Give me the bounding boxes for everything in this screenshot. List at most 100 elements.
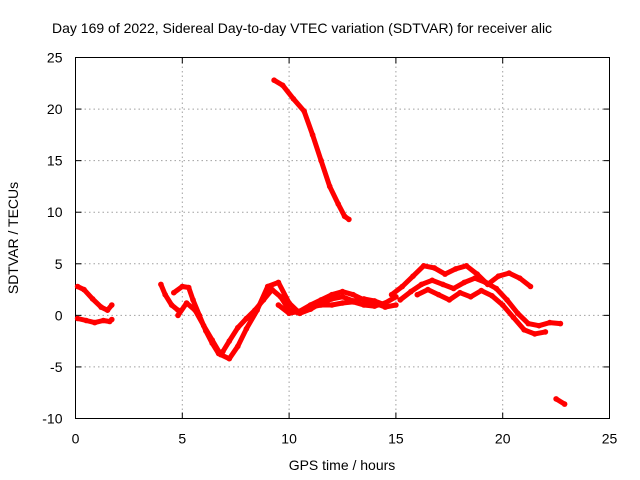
data-point xyxy=(514,310,521,317)
data-point xyxy=(561,401,568,407)
data-point xyxy=(275,302,282,308)
data-point xyxy=(431,265,438,271)
data-point xyxy=(183,300,190,306)
data-point xyxy=(506,270,512,276)
data-point xyxy=(339,294,346,300)
data-point xyxy=(329,291,335,298)
data-point xyxy=(269,286,275,293)
plot-frame xyxy=(75,57,610,419)
data-point xyxy=(109,302,115,308)
data-point xyxy=(200,322,207,329)
data-point xyxy=(209,337,215,343)
data-point xyxy=(171,289,177,296)
data-point xyxy=(275,279,282,286)
y-tick-label: -10 xyxy=(42,411,62,427)
data-point xyxy=(243,326,250,332)
data-point xyxy=(510,314,517,321)
data-point xyxy=(450,285,457,292)
data-point xyxy=(542,329,549,335)
data-point xyxy=(531,331,538,337)
data-point xyxy=(393,302,399,308)
grid xyxy=(75,57,610,419)
y-tick-label: 10 xyxy=(47,204,63,220)
data-point xyxy=(162,291,168,298)
x-axis-title: GPS time / hours xyxy=(289,457,396,473)
x-tick-label: 25 xyxy=(602,431,618,447)
data-point xyxy=(341,213,348,220)
data-series xyxy=(74,77,568,407)
data-point xyxy=(264,283,271,290)
data-point xyxy=(557,320,564,327)
data-point xyxy=(361,302,367,308)
data-point xyxy=(81,286,87,293)
data-point xyxy=(397,297,404,303)
axis-ticks: 0 5 10 15 20 25 -10 -5 0 5 10 15 20 25 xyxy=(42,50,617,447)
data-point xyxy=(420,263,427,269)
y-tick-label: 5 xyxy=(55,256,63,272)
y-tick-label: 25 xyxy=(47,50,63,66)
data-point xyxy=(158,281,164,288)
x-tick-label: 15 xyxy=(388,431,404,447)
data-point xyxy=(414,291,421,298)
y-tick-label: -5 xyxy=(50,359,63,375)
data-point xyxy=(399,283,406,290)
x-tick-label: 0 xyxy=(72,431,80,447)
data-point xyxy=(346,216,352,223)
data-point xyxy=(452,266,459,272)
data-point xyxy=(286,300,292,306)
data-point xyxy=(429,277,436,284)
data-point xyxy=(83,317,89,324)
data-point xyxy=(104,307,111,314)
data-point xyxy=(536,322,542,329)
data-point xyxy=(478,287,485,294)
data-point xyxy=(235,324,241,331)
data-point xyxy=(179,283,186,290)
data-point xyxy=(286,310,292,317)
data-point xyxy=(329,302,335,308)
data-point xyxy=(226,355,233,362)
data-point xyxy=(89,296,96,302)
y-tick-label: 0 xyxy=(55,307,63,323)
data-point xyxy=(326,183,333,190)
data-point xyxy=(446,297,453,303)
data-point xyxy=(175,312,181,319)
data-point xyxy=(235,343,241,350)
data-point xyxy=(461,279,468,286)
data-point xyxy=(442,271,448,277)
data-point xyxy=(482,279,489,286)
data-point xyxy=(472,275,478,282)
data-point xyxy=(553,396,559,402)
y-axis-title: SDTVAR / TECUs xyxy=(5,182,21,294)
y-tick-label: 15 xyxy=(47,153,63,169)
data-point xyxy=(279,82,286,89)
data-point xyxy=(185,284,192,291)
series-line-arc-9 xyxy=(397,275,563,329)
data-point xyxy=(457,289,463,296)
data-point xyxy=(301,108,307,114)
data-point xyxy=(277,294,284,300)
data-point xyxy=(318,297,324,303)
x-tick-label: 10 xyxy=(281,431,297,447)
data-point xyxy=(361,297,367,303)
data-point xyxy=(504,297,510,303)
data-point xyxy=(350,298,357,304)
data-point xyxy=(335,201,342,207)
data-point xyxy=(435,291,442,298)
data-point xyxy=(339,300,346,306)
data-point xyxy=(495,273,502,280)
data-point xyxy=(410,273,416,280)
data-point xyxy=(382,304,389,310)
data-point xyxy=(408,288,414,295)
data-point xyxy=(226,338,233,344)
data-point xyxy=(493,285,500,292)
data-point xyxy=(527,283,534,290)
data-point xyxy=(192,307,198,314)
data-point xyxy=(74,315,81,322)
data-point xyxy=(525,320,532,327)
data-point xyxy=(350,291,357,298)
data-point xyxy=(318,157,324,164)
data-point xyxy=(98,304,104,310)
data-point xyxy=(243,315,250,322)
data-point xyxy=(254,307,260,314)
data-point xyxy=(489,293,495,299)
